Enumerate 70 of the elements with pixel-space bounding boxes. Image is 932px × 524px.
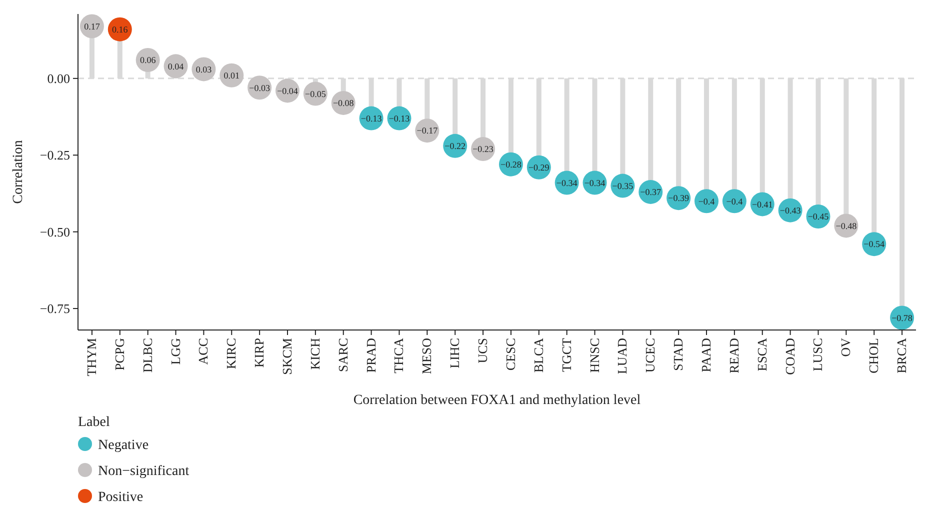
data-label: −0.28	[500, 159, 522, 170]
x-tick-label: THYM	[84, 338, 99, 376]
x-tick-label: SARC	[335, 338, 350, 372]
y-tick-label: −0.75	[40, 301, 70, 316]
x-tick-label: LUAD	[614, 338, 630, 374]
data-label: −0.48	[836, 220, 858, 231]
x-tick-label: KIRC	[224, 338, 239, 370]
data-label: −0.4	[698, 196, 716, 206]
data-label: 0.06	[140, 55, 156, 66]
data-label: −0.17	[416, 126, 438, 136]
data-label: −0.35	[612, 180, 634, 191]
x-tick-label: OV	[838, 337, 854, 357]
data-label: −0.41	[752, 199, 773, 210]
data-label: −0.08	[332, 98, 354, 108]
x-tick-label: ESCA	[754, 337, 770, 372]
data-label: −0.23	[472, 144, 494, 154]
x-tick-label: PCPG	[112, 338, 127, 371]
x-tick-label: SKCM	[280, 338, 294, 375]
x-tick-label: READ	[726, 338, 742, 374]
data-label: −0.13	[388, 113, 410, 124]
data-label: −0.39	[668, 193, 690, 204]
x-tick-label: CESC	[502, 338, 518, 371]
data-label: 0.01	[224, 70, 240, 81]
y-tick-label: −0.50	[40, 224, 70, 240]
data-label: −0.05	[305, 88, 326, 99]
legend-label: Positive	[98, 490, 144, 505]
data-label: −0.13	[360, 113, 382, 124]
data-label: −0.34	[584, 178, 606, 188]
data-label: 0.03	[196, 64, 212, 74]
x-axis-title: Correlation between FOXA1 and methylation level	[353, 393, 641, 408]
x-tick-label: LIHC	[447, 338, 462, 368]
data-label: −0.04	[277, 86, 298, 96]
x-tick-label: DLBC	[140, 338, 155, 373]
x-tick-label: UCEC	[642, 338, 658, 373]
data-label: −0.43	[780, 206, 802, 216]
data-label: −0.54	[864, 239, 886, 250]
x-tick-label: PAAD	[698, 338, 714, 372]
x-tick-label: PRAD	[363, 338, 378, 373]
x-tick-label: TGCT	[558, 338, 574, 372]
data-label: 0.04	[168, 61, 184, 72]
x-tick-label: BLCA	[530, 337, 546, 373]
x-tick-label: UCS	[475, 338, 490, 364]
legend-title: Label	[78, 415, 110, 430]
x-tick-label: STAD	[670, 338, 686, 371]
x-tick-label: THCA	[391, 337, 406, 374]
data-label: −0.78	[892, 312, 913, 323]
data-label: −0.03	[249, 82, 270, 93]
x-tick-label: KICH	[307, 338, 322, 370]
legend-label: Non−significant	[98, 464, 190, 479]
x-tick-label: LUSC	[810, 338, 826, 372]
x-tick-label: CHOL	[866, 338, 882, 374]
x-tick-label: LGG	[168, 338, 183, 365]
x-tick-label: MESO	[419, 338, 434, 374]
x-tick-label: COAD	[782, 338, 798, 375]
data-label: 0.17	[84, 21, 100, 32]
data-label: −0.29	[528, 162, 550, 173]
data-label: −0.34	[556, 178, 578, 188]
y-axis-title: Correlation	[11, 140, 26, 204]
x-tick-label: HNSC	[586, 338, 602, 373]
data-label: −0.4	[726, 196, 744, 206]
data-label: −0.37	[640, 187, 662, 198]
x-tick-label: KIRP	[252, 338, 267, 368]
x-tick-label: ACC	[196, 338, 211, 365]
legend-label: Negative	[98, 438, 149, 453]
data-label: −0.22	[444, 141, 466, 152]
data-label: −0.45	[808, 212, 830, 222]
x-tick-label: BRCA	[894, 337, 910, 374]
y-tick-label: 0.00	[47, 70, 70, 86]
data-label: 0.16	[112, 24, 128, 34]
y-tick-label: −0.25	[40, 148, 70, 163]
